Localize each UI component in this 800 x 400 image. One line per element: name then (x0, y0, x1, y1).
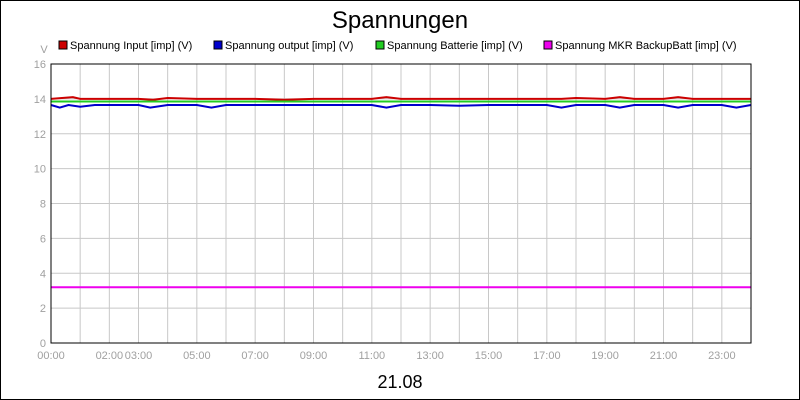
y-tick-label: 16 (34, 59, 46, 71)
x-tick-label: 15:00 (475, 350, 503, 362)
x-tick-label: 05:00 (183, 350, 211, 362)
y-tick-label: 8 (40, 199, 46, 211)
x-tick-label: 11:00 (358, 350, 385, 362)
legend-label-batterie: Spannung Batterie [imp] (V) (387, 40, 523, 52)
chart-title: Spannungen (332, 7, 468, 34)
x-tick-label: 13:00 (416, 350, 444, 362)
x-tick-label: 09:00 (300, 350, 328, 362)
x-tick-label: 07:00 (241, 350, 269, 362)
x-tick-label: 19:00 (591, 350, 619, 362)
y-tick-label: 4 (40, 268, 46, 280)
x-tick-label: 02:00 (96, 350, 124, 362)
x-tick-label: 00:00 (37, 350, 65, 362)
y-tick-label: 12 (34, 129, 46, 141)
y-tick-label: 6 (40, 233, 46, 245)
y-tick-label: 10 (34, 164, 46, 176)
y-tick-label: 2 (40, 303, 46, 315)
legend-swatch-backupbatt (543, 40, 553, 50)
legend: Spannung Input [imp] (V) Spannung output… (58, 40, 737, 52)
x-tick-label: 21:00 (650, 350, 678, 362)
grid (51, 63, 751, 344)
x-axis-ticks: 00:00 02:00 03:00 05:00 07:00 09:00 11:00 13:00… (37, 350, 735, 362)
series-lines (50, 96, 752, 289)
y-axis-ticks: 0 2 4 6 8 10 12 14 16 (34, 59, 46, 350)
legend-swatch-batterie (375, 40, 385, 50)
series-line-0 (50, 96, 751, 101)
legend-label-output: Spannung output [imp] (V) (225, 40, 353, 52)
plot-area-border (50, 63, 752, 344)
legend-swatch-input (58, 40, 68, 50)
y-axis-label: V (40, 44, 48, 56)
series-line-1 (50, 103, 752, 109)
legend-label-input: Spannung Input [imp] (V) (70, 40, 192, 52)
legend-label-backupbatt: Spannung MKR BackupBatt [imp] (V) (555, 40, 737, 52)
x-tick-label: 03:00 (125, 350, 153, 362)
y-tick-label: 0 (40, 338, 46, 350)
x-tick-label: 23:00 (708, 350, 736, 362)
chart-subtitle: 21.08 (377, 372, 422, 392)
y-tick-label: 14 (34, 94, 46, 106)
legend-swatch-output (213, 40, 223, 50)
x-tick-label: 17:00 (533, 350, 561, 362)
